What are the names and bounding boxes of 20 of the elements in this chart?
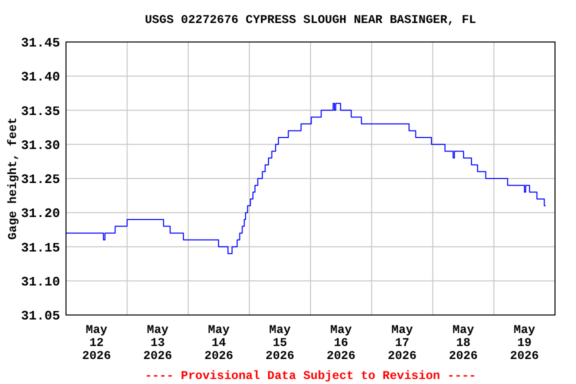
- y-tick-label: 31.35: [20, 104, 60, 119]
- x-tick-label: May 19 2026: [510, 323, 539, 363]
- y-tick-label: 31.40: [20, 70, 60, 85]
- y-tick-label: 31.05: [20, 308, 60, 324]
- x-tick-label: May 13 2026: [143, 323, 172, 363]
- x-tick-label: May 17 2026: [388, 323, 417, 363]
- x-tick-label: May 15 2026: [266, 323, 294, 363]
- y-tick-label: 31.15: [20, 240, 60, 256]
- y-tick-label: 31.30: [20, 138, 60, 153]
- y-axis-title: Gage height, feet: [6, 117, 20, 240]
- y-tick-label: 31.20: [20, 206, 60, 222]
- x-tick-label: May 16 2026: [326, 323, 356, 363]
- y-tick-label: 31.45: [20, 36, 60, 51]
- x-tick-label: May 12 2026: [82, 323, 111, 363]
- text: ---- Provisional Data Subject to Revision ----: [144, 369, 476, 383]
- y-tick-label: 31.25: [20, 172, 60, 188]
- x-tick-label: May 14 2026: [204, 323, 234, 363]
- chart-title: USGS 02272676 CYPRESS SLOUGH NEAR BASINGER, FL: [144, 13, 476, 27]
- x-tick-label: May 18 2026: [448, 323, 478, 363]
- y-tick-label: 31.10: [20, 274, 60, 290]
